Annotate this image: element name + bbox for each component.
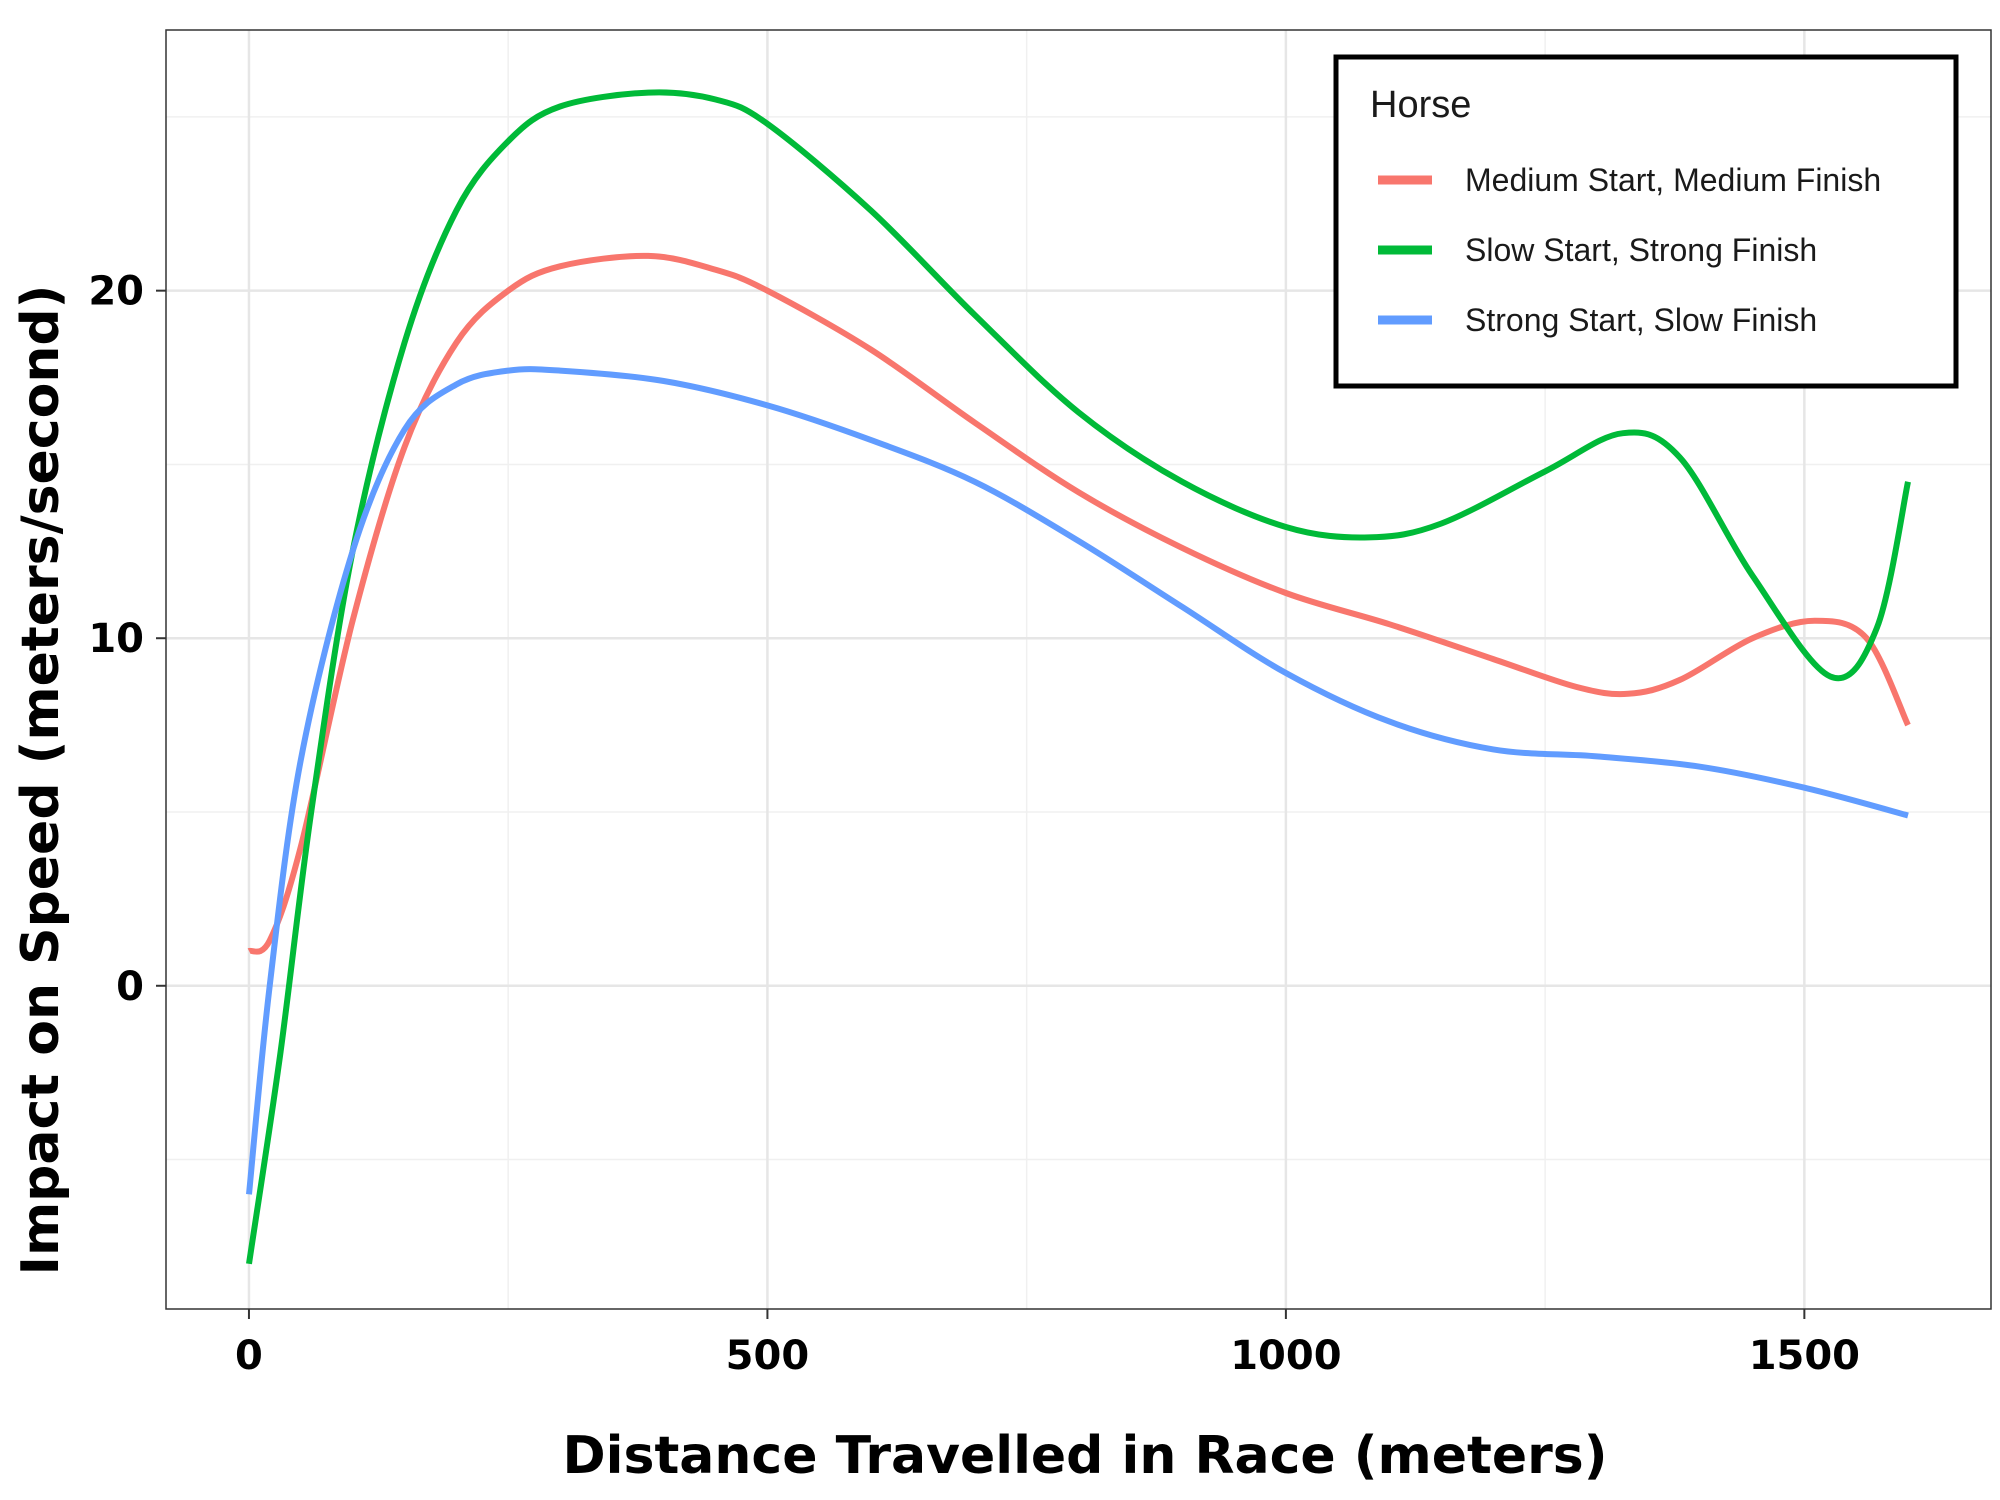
legend-label-3: Strong Start, Slow Finish	[1465, 302, 1817, 338]
x-axis: 0 500 1000 1500	[235, 1309, 1860, 1379]
x-tick-label: 0	[235, 1333, 263, 1379]
legend: Horse Medium Start, Medium Finish Slow St…	[1333, 54, 1959, 389]
y-tick-label: 0	[116, 964, 144, 1010]
x-tick-label: 1000	[1230, 1333, 1341, 1379]
series-line-1	[247, 252, 1911, 955]
legend-label-2: Slow Start, Strong Finish	[1465, 232, 1817, 268]
y-tick-label: 20	[88, 269, 144, 315]
series-lines	[246, 89, 1911, 1265]
legend-items: Medium Start, Medium Finish Slow Start, S…	[1378, 162, 1881, 338]
legend-label-1: Medium Start, Medium Finish	[1465, 162, 1881, 198]
y-axis-title: Impact on Speed (meters/second)	[11, 285, 71, 1276]
x-tick-label: 500	[726, 1333, 810, 1379]
x-tick-label: 1500	[1749, 1333, 1860, 1379]
y-axis: 0 10 20	[88, 269, 166, 1010]
plot-border	[165, 29, 1992, 1310]
y-tick-label: 10	[88, 616, 144, 662]
x-axis-title: Distance Travelled in Race (meters)	[563, 1426, 1608, 1486]
series-line-3	[246, 366, 1909, 1195]
legend-box	[1333, 54, 1959, 389]
legend-title: Horse	[1370, 84, 1471, 126]
